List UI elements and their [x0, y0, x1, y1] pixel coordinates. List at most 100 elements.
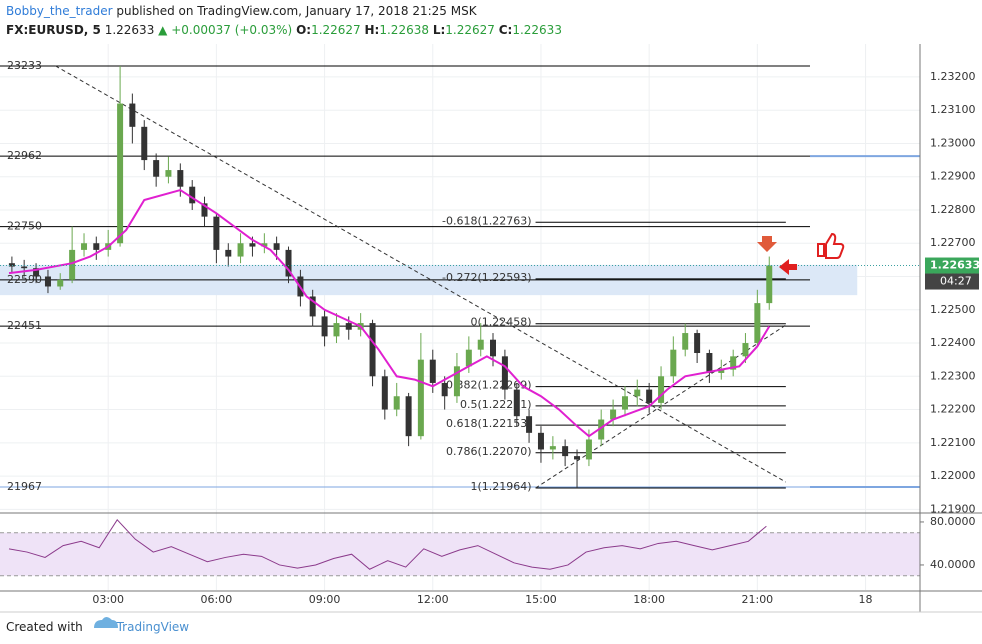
- candle-body: [345, 323, 352, 330]
- moving-average: [8, 188, 771, 438]
- candle-body: [465, 349, 472, 367]
- candle-body: [165, 170, 172, 177]
- fib-label: 0.618(1.22153): [446, 417, 532, 430]
- y-tick-label: 1.22700: [930, 236, 976, 249]
- candle-body: [718, 369, 725, 373]
- candle-body: [129, 103, 136, 127]
- author[interactable]: Bobby_the_trader: [6, 4, 113, 18]
- candle-body: [537, 432, 544, 450]
- y-tick-label: 1.23100: [930, 103, 976, 116]
- candle-body: [453, 366, 460, 397]
- y-tick-label: 1.22800: [930, 203, 976, 216]
- created-with: Created with: [6, 620, 83, 634]
- fib-label: -0.272(1.22593): [442, 271, 532, 284]
- x-tick-label: 15:00: [525, 593, 557, 606]
- candle-body: [57, 279, 64, 287]
- symbol: FX:EURUSD, 5: [6, 23, 101, 37]
- y-tick-label: 1.23200: [930, 70, 976, 83]
- candle-body: [249, 243, 256, 247]
- candle-body: [489, 339, 496, 357]
- symbol-line: FX:EURUSD, 5 1.22633 ▲ +0.00037 (+0.03%)…: [6, 23, 562, 37]
- level-label: 22451: [7, 319, 42, 332]
- candle-body: [81, 243, 88, 250]
- candle-body: [730, 356, 737, 370]
- candle-body: [237, 243, 244, 257]
- y-tick-label: 1.22000: [930, 469, 976, 482]
- candle-body: [610, 409, 617, 420]
- candle-body: [621, 396, 628, 410]
- candle-body: [69, 249, 76, 280]
- price-tag: [925, 257, 979, 274]
- y-tick-label: 1.22900: [930, 170, 976, 183]
- candle-body: [766, 265, 773, 304]
- fib-label: 0.382(1.22269): [446, 379, 532, 392]
- x-tick-label: 03:00: [92, 593, 124, 606]
- ohlc-value: 1.22633: [512, 23, 562, 37]
- ohlc-label: L:: [432, 23, 446, 37]
- ohlc-value: 1.22638: [379, 23, 429, 37]
- candle-body: [141, 126, 148, 161]
- fib-label: 0(1.22458): [470, 316, 531, 329]
- last: 1.22633: [104, 23, 155, 37]
- rsi-tick-label: 80.0000: [930, 515, 976, 528]
- candle-body: [44, 276, 51, 287]
- candle-body: [285, 249, 292, 277]
- candle-body: [321, 316, 328, 337]
- x-tick-label: 18:00: [633, 593, 665, 606]
- level-label: 22962: [7, 149, 42, 162]
- candle-body: [501, 356, 508, 390]
- y-tick-label: 1.21900: [930, 502, 976, 515]
- candle-body: [393, 396, 400, 410]
- candle-body: [309, 296, 316, 317]
- candle-body: [177, 170, 184, 187]
- candle-body: [93, 243, 100, 250]
- level-label: 21967: [7, 480, 42, 493]
- ohlc-value: 1.22627: [311, 23, 361, 37]
- ohlc-value: 1.22627: [445, 23, 495, 37]
- x-tick-label: 09:00: [309, 593, 341, 606]
- candle-body: [261, 243, 268, 247]
- y-tick-label: 1.22400: [930, 336, 976, 349]
- level-label: 23233: [7, 59, 42, 72]
- candle-body: [405, 396, 412, 437]
- candle-body: [742, 343, 749, 357]
- candle-body: [526, 416, 533, 433]
- candle-body: [273, 243, 280, 250]
- candle-body: [381, 376, 388, 410]
- candle-body: [153, 160, 160, 177]
- candle-body: [670, 349, 677, 377]
- candle-body: [585, 439, 592, 460]
- candle-body: [549, 446, 556, 450]
- candle-body: [117, 103, 124, 244]
- candle-body: [646, 389, 653, 403]
- brand[interactable]: TradingView: [116, 620, 190, 634]
- candle-body: [333, 323, 340, 337]
- candle-body: [513, 389, 520, 417]
- candle-body: [754, 303, 761, 344]
- fib-label: 1(1.21964): [470, 480, 531, 493]
- fib-label: -0.618(1.22763): [442, 214, 532, 227]
- x-tick-label: 12:00: [417, 593, 449, 606]
- down-arrow-icon: [757, 236, 777, 252]
- candle-body: [201, 203, 208, 217]
- price-tag-label: 1.22633: [930, 259, 980, 272]
- candle-body: [441, 382, 448, 397]
- ohlc-label: C:: [498, 23, 513, 37]
- left-arrow-icon: [779, 259, 797, 275]
- candle-body: [706, 353, 713, 373]
- candle-body: [682, 333, 689, 350]
- candle-body: [225, 249, 232, 257]
- candle-body: [429, 359, 436, 383]
- candle-body: [634, 389, 641, 397]
- rsi-tick-label: 40.0000: [930, 558, 976, 571]
- candle-body: [213, 216, 220, 250]
- tradingview-logo: [94, 617, 118, 628]
- fib-label: 0.786(1.22070): [446, 445, 532, 458]
- candle-body: [658, 376, 665, 403]
- y-tick-label: 1.23000: [930, 136, 976, 149]
- x-tick-label: 06:00: [201, 593, 233, 606]
- candle-body: [417, 359, 424, 437]
- ohlc-label: H:: [364, 23, 380, 37]
